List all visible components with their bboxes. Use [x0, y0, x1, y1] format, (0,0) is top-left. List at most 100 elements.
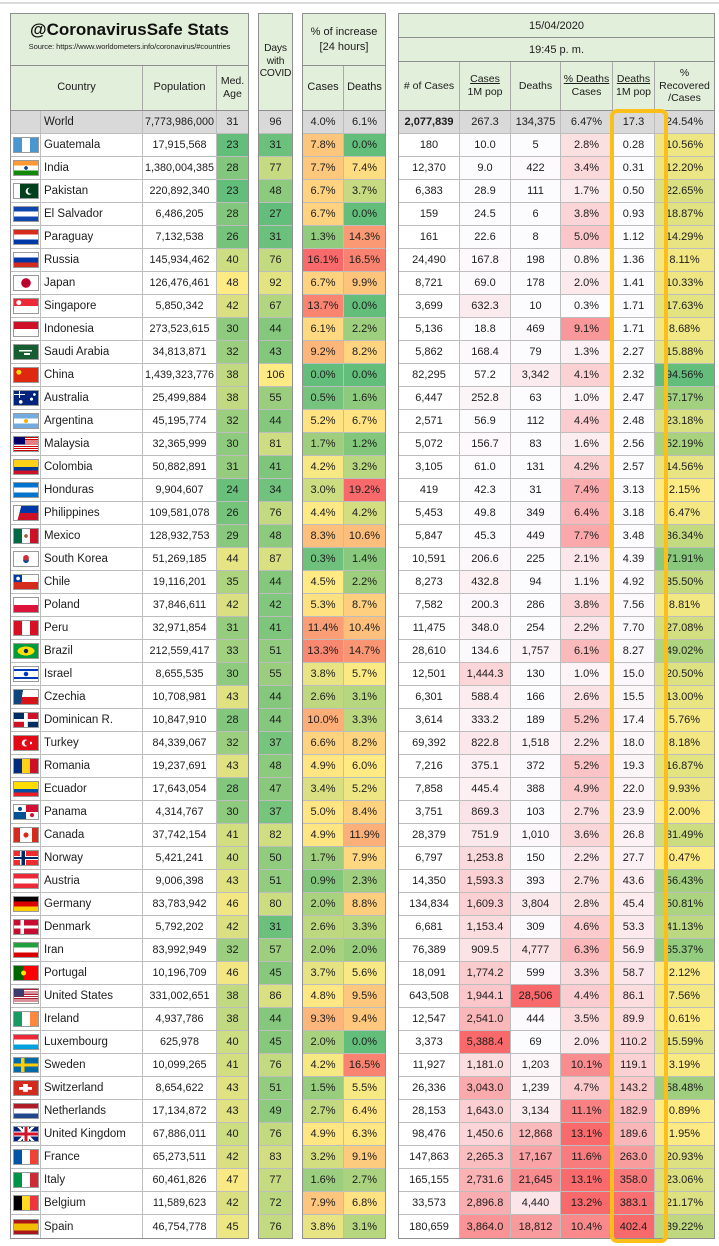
cell-deaths_1m: 18.0	[613, 732, 655, 754]
table-row: 0.0% 0.0%	[303, 364, 385, 387]
table-row: 8,273 432.8 94 1.1% 4.92 35.50%	[399, 571, 714, 594]
cell-cases: 165,155	[399, 1169, 460, 1191]
cell-pct_deaths: 1.0%	[561, 663, 613, 685]
table-row: 80	[259, 893, 292, 916]
cell-recovered: 2.15%	[655, 479, 714, 501]
table-row: 5.3% 8.7%	[303, 594, 385, 617]
flag-icon-portugal	[12, 965, 39, 981]
table-row: 55	[259, 663, 292, 686]
flag-icon-brazil	[12, 643, 39, 659]
table-row: 4.9% 11.9%	[303, 824, 385, 847]
cell-name: Honduras	[41, 479, 143, 501]
cell-recovered: 27.08%	[655, 617, 714, 639]
cell-deaths: 286	[511, 594, 561, 616]
cell-name: India	[41, 157, 143, 179]
cell-name: Romania	[41, 755, 143, 777]
cases-1m-bottom-label: 1M pop	[467, 86, 503, 98]
cell-pop: 11,589,623	[143, 1192, 217, 1214]
cell-deaths_1m: 402.4	[613, 1215, 655, 1238]
cell-name: Indonesia	[41, 318, 143, 340]
table-row: 6,797 1,253.8 150 2.2% 27.7 0.47%	[399, 847, 714, 870]
cell-cases_1m: 156.7	[460, 433, 511, 455]
cell-flag	[11, 755, 41, 777]
col-header-deaths-1m: Deaths 1M pop	[613, 62, 655, 110]
cell-deaths_1m: 15.0	[613, 663, 655, 685]
table-row: 3.7% 5.6%	[303, 962, 385, 985]
table-row: 6,447 252.8 63 1.0% 2.47 57.17%	[399, 387, 714, 410]
table-row: 33,573 2,896.8 4,440 13.2% 383.1 21.17%	[399, 1192, 714, 1215]
cell-inc_deaths: 16.5%	[344, 1054, 385, 1076]
table-row: 44	[259, 686, 292, 709]
table-row: 7.7% 7.4%	[303, 157, 385, 180]
table-row: 5.0% 8.4%	[303, 801, 385, 824]
cell-cases: 161	[399, 226, 460, 248]
table-row: 6,301 588.4 166 2.6% 15.5 13.00%	[399, 686, 714, 709]
cell-days: 51	[259, 640, 292, 662]
cell-recovered: 31.49%	[655, 824, 714, 846]
cell-pop: 67,886,011	[143, 1123, 217, 1145]
cell-days: 34	[259, 479, 292, 501]
cell-pct_deaths: 13.2%	[561, 1192, 613, 1214]
cell-pct_deaths: 4.9%	[561, 778, 613, 800]
table-row: 643,508 1,944.1 28,506 4.4% 86.1 7.56%	[399, 985, 714, 1008]
cell-deaths_1m: 1.36	[613, 249, 655, 271]
country-panel: @CoronavirusSafe Stats Source: https://w…	[10, 13, 249, 1239]
table-row: 51	[259, 870, 292, 893]
cell-cases: 12,370	[399, 157, 460, 179]
cell-flag	[11, 272, 41, 294]
flag-icon-denmark	[12, 919, 39, 935]
cell-cases_1m: 333.2	[460, 709, 511, 731]
cell-recovered: 0.89%	[655, 1100, 714, 1122]
cell-pop: 45,195,774	[143, 410, 217, 432]
cell-recovered: 35.50%	[655, 571, 714, 593]
cell-inc_deaths: 0.0%	[344, 203, 385, 225]
col-header-cases-1m: Cases 1M pop	[460, 62, 511, 110]
flag-icon-luxembourg	[12, 1034, 39, 1050]
col-header-med-age: Med. Age	[217, 66, 248, 110]
cell-inc_deaths: 7.4%	[344, 157, 385, 179]
cell-inc_cases: 9.3%	[303, 1008, 344, 1030]
cell-deaths_1m: 3.13	[613, 479, 655, 501]
cell-recovered: 65.37%	[655, 939, 714, 961]
table-row: 44	[259, 709, 292, 732]
cell-flag	[11, 387, 41, 409]
cell-flag	[11, 571, 41, 593]
cell-flag	[11, 640, 41, 662]
col-header-days: Days with COVID	[259, 14, 292, 111]
cell-age: 41	[217, 1054, 248, 1076]
cell-age: 28	[217, 778, 248, 800]
table-row: 2,077,839 267.3 134,375 6.47% 17.3 24.54%	[399, 111, 714, 134]
cell-age: 31	[217, 617, 248, 639]
cell-pct_deaths: 3.5%	[561, 1008, 613, 1030]
cell-pct_deaths: 2.8%	[561, 893, 613, 915]
cell-pct_deaths: 0.8%	[561, 249, 613, 271]
cell-cases_1m: 432.8	[460, 571, 511, 593]
cell-deaths_1m: 3.48	[613, 525, 655, 547]
cell-inc_deaths: 1.6%	[344, 387, 385, 409]
cell-age: 26	[217, 502, 248, 524]
cell-inc_cases: 0.3%	[303, 548, 344, 570]
cell-days: 44	[259, 410, 292, 432]
table-row: 147,863 2,265.3 17,167 11.6% 263.0 20.93%	[399, 1146, 714, 1169]
cell-cases: 159	[399, 203, 460, 225]
cell-flag	[11, 341, 41, 363]
cell-cases: 76,389	[399, 939, 460, 961]
cell-name: Guatemala	[41, 134, 143, 156]
cell-days: 44	[259, 686, 292, 708]
table-row: 159 24.5 6 3.8% 0.93 18.87%	[399, 203, 714, 226]
cell-recovered: 14.56%	[655, 456, 714, 478]
cell-recovered: 7.56%	[655, 985, 714, 1007]
table-row: 43	[259, 341, 292, 364]
cell-inc_deaths: 9.1%	[344, 1146, 385, 1168]
cell-pct_deaths: 2.0%	[561, 1031, 613, 1053]
cell-deaths: 6	[511, 203, 561, 225]
cell-cases: 7,582	[399, 594, 460, 616]
cell-deaths_1m: 58.7	[613, 962, 655, 984]
cell-pop: 32,365,999	[143, 433, 217, 455]
cell-flag	[11, 663, 41, 685]
cell-pop: 5,421,241	[143, 847, 217, 869]
cell-deaths_1m: 358.0	[613, 1169, 655, 1191]
cell-inc_cases: 4.9%	[303, 755, 344, 777]
table-row: 2.0% 0.0%	[303, 1031, 385, 1054]
table-row: 7.9% 6.8%	[303, 1192, 385, 1215]
